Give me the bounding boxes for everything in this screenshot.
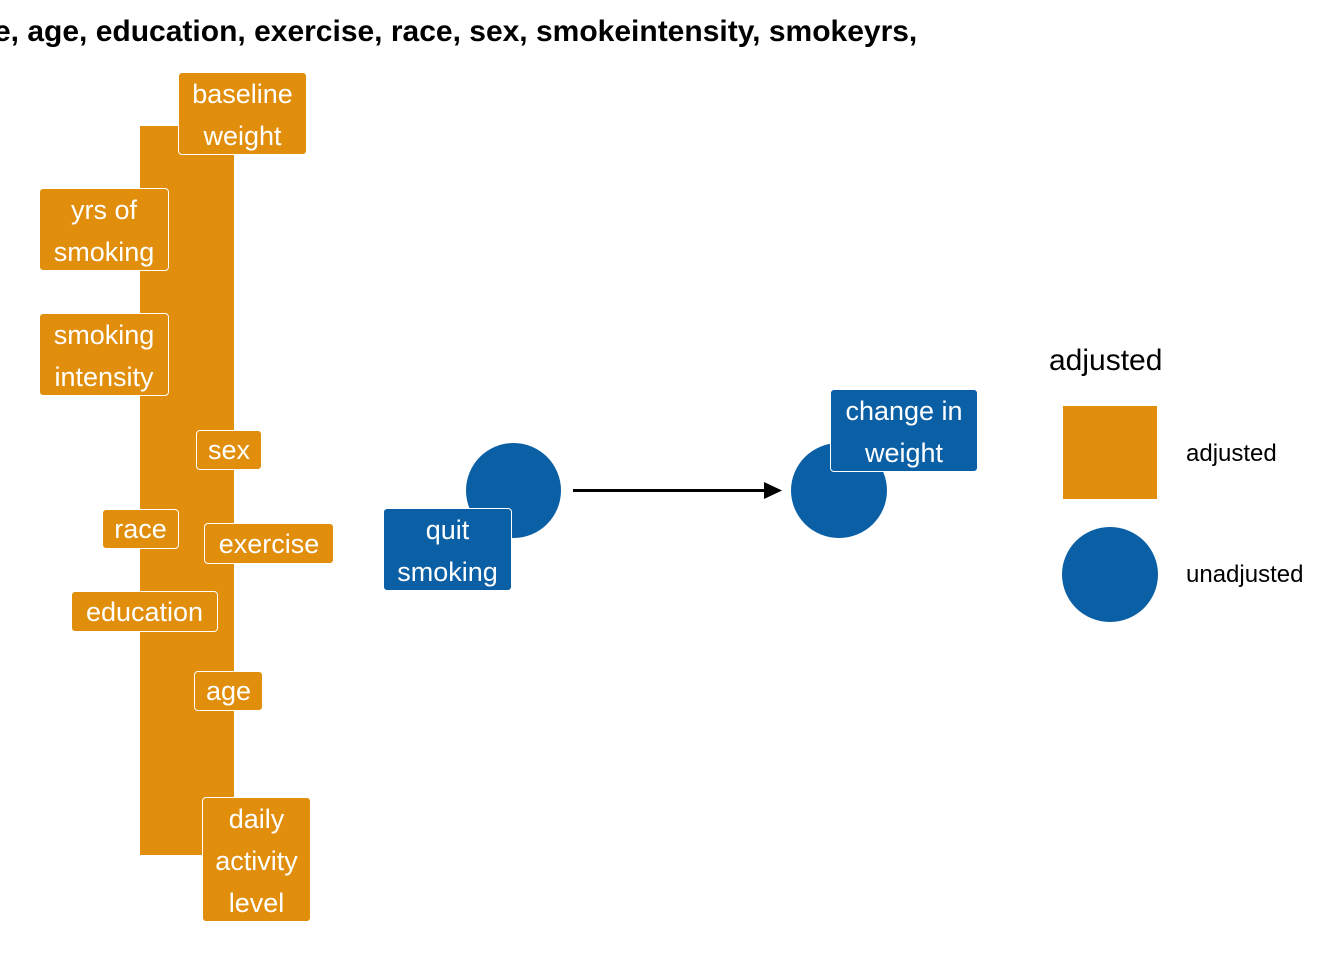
- diagram-title: e, age, education, exercise, race, sex, …: [0, 15, 918, 48]
- node-education[interactable]: education: [71, 591, 218, 632]
- node-smoking-intensity[interactable]: smoking intensity: [39, 313, 169, 396]
- legend-unadjusted-label: unadjusted: [1186, 561, 1304, 588]
- legend-adjusted-label: adjusted: [1186, 440, 1277, 467]
- node-age[interactable]: age: [194, 671, 263, 711]
- node-daily-activity-level[interactable]: daily activity level: [202, 797, 311, 922]
- legend-title: adjusted: [1049, 344, 1163, 377]
- node-change-in-weight[interactable]: change in weight: [830, 389, 978, 472]
- node-quit-smoking[interactable]: quit smoking: [383, 508, 512, 591]
- edge-quit-to-change-arrow: [573, 482, 782, 499]
- node-yrs-of-smoking[interactable]: yrs of smoking: [39, 188, 169, 271]
- node-baseline-weight[interactable]: baseline weight: [178, 72, 307, 155]
- node-sex[interactable]: sex: [196, 430, 262, 470]
- node-exercise[interactable]: exercise: [204, 523, 334, 564]
- legend-unadjusted-circle: [1062, 527, 1158, 622]
- node-race[interactable]: race: [102, 509, 179, 549]
- legend-adjusted-square: [1063, 406, 1157, 499]
